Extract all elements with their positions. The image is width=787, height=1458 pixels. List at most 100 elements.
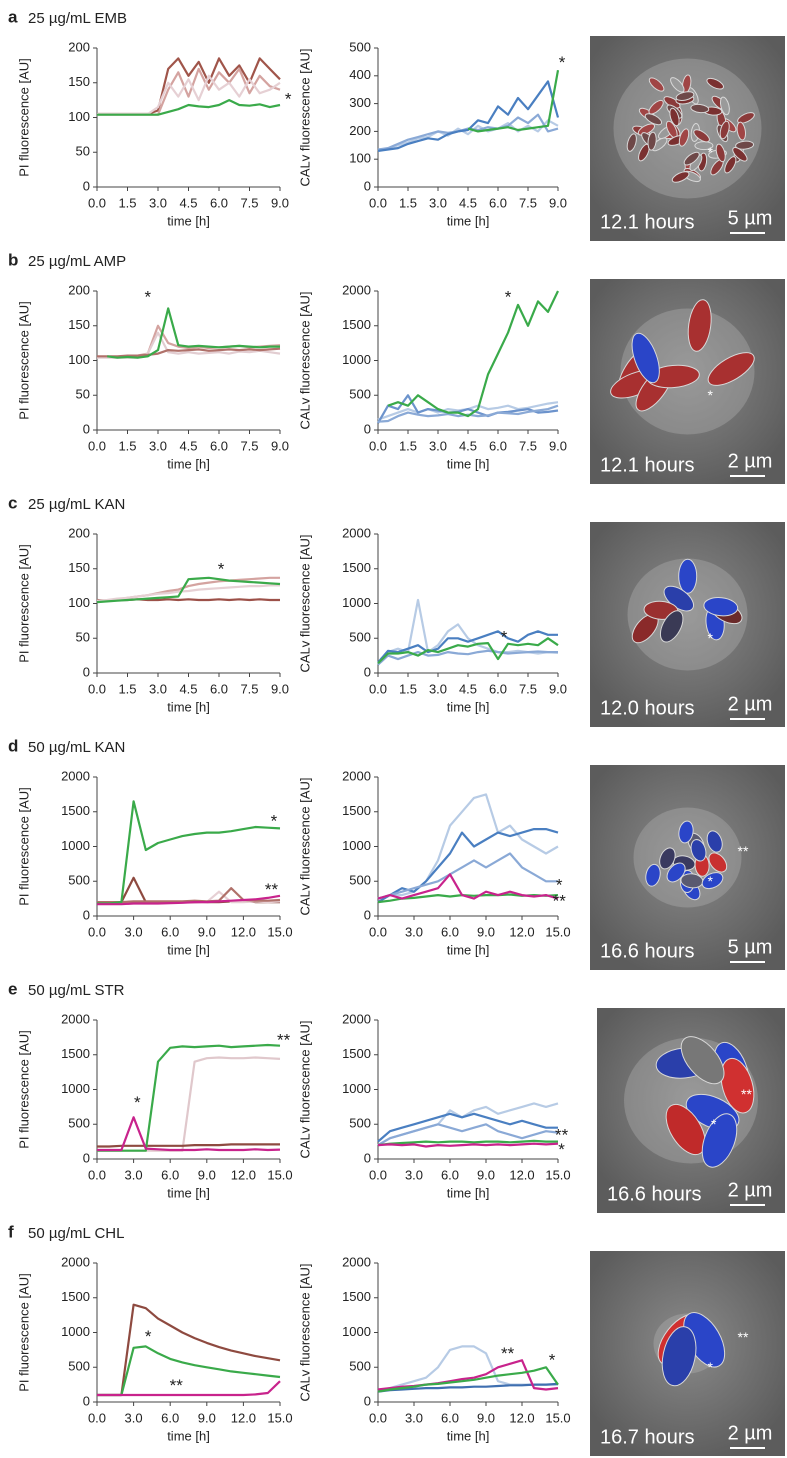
y-tick-label: 500 <box>68 1359 90 1374</box>
y-tick-label: 500 <box>349 1359 371 1374</box>
y-axis-label: CALv fluorescence [AU] <box>297 291 312 429</box>
x-tick-label: 0.0 <box>88 924 106 939</box>
x-tick-label: 9.0 <box>549 438 567 453</box>
series-line <box>107 307 280 359</box>
series-line <box>97 1143 280 1148</box>
x-tick-label: 9.0 <box>477 924 495 939</box>
cell <box>666 862 686 883</box>
cell <box>720 1057 755 1114</box>
y-tick-label: 0 <box>364 1150 371 1165</box>
y-tick-label: 1500 <box>342 803 371 818</box>
y-tick-label: 1500 <box>342 560 371 575</box>
x-tick-label: 3.0 <box>405 1410 423 1425</box>
y-tick-label: 500 <box>349 39 371 54</box>
y-tick-label: 100 <box>68 352 90 367</box>
panel-title: 25 µg/mL AMP <box>28 253 126 270</box>
y-axis-label: CALv fluorescence [AU] <box>297 48 312 186</box>
series-line <box>377 649 558 666</box>
series-line <box>97 1345 281 1397</box>
y-tick-label: 1000 <box>61 1081 90 1096</box>
series-line <box>97 1380 281 1397</box>
y-tick-label: 1500 <box>61 1046 90 1061</box>
cell <box>661 1326 697 1387</box>
x-tick-label: 9.0 <box>549 195 567 210</box>
image-time: 12.1 hours <box>600 211 695 233</box>
y-tick-label: 0 <box>83 907 90 922</box>
cell <box>687 299 712 352</box>
image-time: 16.7 hours <box>600 1426 695 1448</box>
x-tick-label: 3.0 <box>429 681 447 696</box>
x-tick-label: 0.0 <box>88 1410 106 1425</box>
x-tick-label: 7.5 <box>519 438 537 453</box>
cell <box>659 847 676 870</box>
y-tick-label: 400 <box>349 67 371 82</box>
annotation: ** <box>265 880 279 899</box>
cell <box>671 171 690 183</box>
image-label: * <box>708 1359 714 1375</box>
y-tick-label: 200 <box>68 39 90 54</box>
cell <box>737 112 755 124</box>
x-tick-label: 1.5 <box>399 195 417 210</box>
image-time: 12.1 hours <box>600 454 695 476</box>
x-axis-label: time [h] <box>447 1185 490 1200</box>
annotation: * <box>285 90 292 109</box>
series-line <box>96 576 281 604</box>
series-line <box>377 119 559 152</box>
x-tick-label: 6.0 <box>489 195 507 210</box>
panel-title: 50 µg/mL STR <box>28 982 125 999</box>
x-tick-label: 0.0 <box>88 1167 106 1182</box>
micrograph: ***16.6 hours 2 µm <box>597 1008 785 1213</box>
x-tick-label: 9.0 <box>198 1167 216 1182</box>
x-tick-label: 9.0 <box>477 1410 495 1425</box>
annotation: * <box>145 1327 152 1346</box>
panel-letter: b <box>8 250 18 269</box>
y-tick-label: 0 <box>83 664 90 679</box>
annotation: * <box>559 53 566 72</box>
x-axis-label: time [h] <box>447 1428 490 1443</box>
x-tick-label: 3.0 <box>125 1167 143 1182</box>
x-tick-label: 6.0 <box>489 438 507 453</box>
series-line <box>96 584 280 602</box>
y-axis-label: PI fluorescence [AU] <box>16 544 31 663</box>
x-tick-label: 7.5 <box>519 681 537 696</box>
x-tick-label: 12.0 <box>231 1410 256 1425</box>
x-tick-label: 6.0 <box>161 924 179 939</box>
y-tick-label: 2000 <box>61 1254 90 1269</box>
x-tick-label: 7.5 <box>519 195 537 210</box>
y-tick-label: 500 <box>349 873 371 888</box>
y-tick-label: 100 <box>349 151 371 166</box>
x-tick-label: 12.0 <box>509 1410 534 1425</box>
x-tick-label: 1.5 <box>118 438 136 453</box>
cell <box>706 830 723 853</box>
x-tick-label: 6.0 <box>210 681 228 696</box>
series-line <box>377 630 558 664</box>
y-tick-label: 2000 <box>61 1011 90 1026</box>
cell <box>706 77 724 90</box>
x-tick-label: 6.0 <box>489 681 507 696</box>
y-tick-label: 100 <box>68 109 90 124</box>
x-axis-label: time [h] <box>447 213 490 228</box>
y-tick-label: 300 <box>349 95 371 110</box>
cell <box>678 820 694 844</box>
x-tick-label: 0.0 <box>369 438 387 453</box>
x-tick-label: 12.0 <box>509 1167 534 1182</box>
annotation: * <box>501 628 508 647</box>
x-tick-label: 3.0 <box>429 195 447 210</box>
cell <box>631 332 660 384</box>
y-tick-label: 200 <box>68 282 90 297</box>
image-time: 16.6 hours <box>607 1183 702 1205</box>
y-tick-label: 200 <box>68 525 90 540</box>
annotation: ** <box>555 1126 569 1145</box>
cell <box>701 872 724 890</box>
annotation: ** <box>553 892 567 911</box>
x-tick-label: 3.0 <box>125 924 143 939</box>
annotation: ** <box>277 1030 291 1049</box>
image-label: * <box>711 1116 717 1132</box>
y-tick-label: 500 <box>349 1116 371 1131</box>
scale-label: 2 µm <box>728 693 773 715</box>
y-axis-label: PI fluorescence [AU] <box>16 787 31 906</box>
image-label: * <box>708 144 714 160</box>
x-tick-label: 4.5 <box>179 438 197 453</box>
y-tick-label: 500 <box>68 1116 90 1131</box>
